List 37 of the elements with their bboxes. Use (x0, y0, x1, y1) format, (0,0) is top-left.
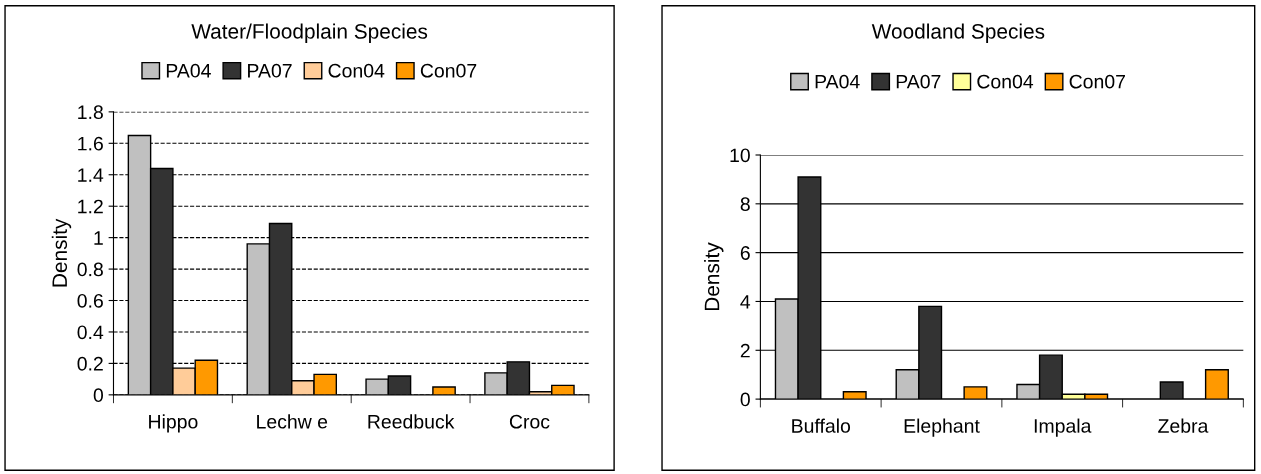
legend-label: Con07 (1069, 74, 1125, 89)
legend-label: PA04 (815, 74, 860, 89)
y-tick-label: 6 (740, 246, 750, 260)
x-tick-label: Impala (1034, 418, 1092, 437)
x-tick-label: Hippo (149, 414, 198, 433)
y-axis-title: Density (704, 242, 724, 311)
x-tick-label: Reedbuck (368, 414, 455, 429)
legend-label: Con04 (328, 63, 385, 78)
x-tick-label: Lechw e (257, 414, 328, 429)
chart-title: Woodland Species (871, 23, 1045, 43)
legend-label: Con04 (977, 74, 1034, 89)
legend-label: PA07 (248, 63, 292, 78)
y-tick-label: 0.8 (77, 262, 103, 277)
y-tick-label: 10 (730, 148, 750, 163)
legend-label: PA04 (166, 63, 211, 78)
y-tick-label: 1.8 (78, 105, 103, 120)
x-tick-label: Zebra (1158, 418, 1209, 433)
y-tick-label: 1.6 (78, 136, 103, 151)
chart-title: Water/Floodplain Species (191, 23, 428, 43)
x-tick-label: Croc (509, 414, 550, 429)
legend-label: PA07 (896, 74, 941, 89)
y-tick-label: 0.2 (77, 356, 103, 371)
y-tick-label: 8 (740, 197, 750, 212)
x-tick-label: Buffalo (792, 418, 851, 433)
y-tick-label: 4 (740, 295, 751, 309)
y-tick-label: 0.6 (77, 293, 103, 308)
y-tick-label: 1.4 (78, 168, 104, 182)
y-tick-label: 0.4 (77, 325, 104, 340)
legend-label: Con07 (420, 63, 477, 78)
y-tick-label: 2 (740, 343, 750, 358)
y-tick-label: 1 (94, 231, 103, 245)
y-tick-label: 0 (93, 388, 104, 403)
y-tick-label: 0 (740, 392, 750, 407)
x-tick-label: Elephant (904, 418, 980, 437)
y-axis-title: Density (51, 218, 72, 287)
bar (432, 386, 456, 395)
y-tick-label: 1.2 (78, 199, 103, 214)
